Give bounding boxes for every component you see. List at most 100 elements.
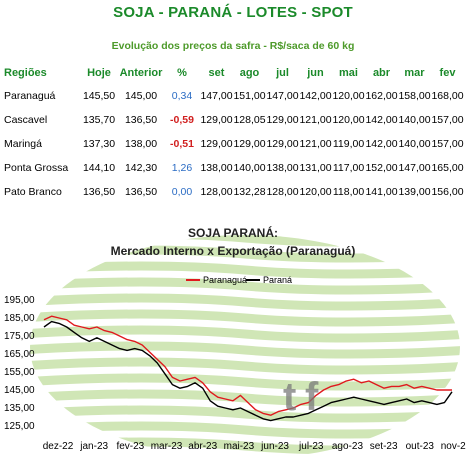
price-ago: 140,00 bbox=[233, 162, 266, 174]
legend-label-parana: Paraná bbox=[263, 275, 292, 285]
col-header-mar: mar bbox=[404, 67, 425, 79]
price-anterior: 142,30 bbox=[124, 162, 158, 174]
y-tick-label: 125,00 bbox=[4, 421, 35, 432]
col-header-jul: jul bbox=[276, 67, 289, 79]
series-line-parana bbox=[43, 320, 453, 422]
col-header-abr: abr bbox=[372, 67, 391, 79]
x-tick-label: set-23 bbox=[370, 441, 398, 452]
price-jun: 142,00 bbox=[299, 90, 332, 102]
x-axis: dez-22 jan-23 fev-23 mar-23 abr-23 mai-23 jun-… bbox=[43, 441, 466, 452]
price-anterior: 138,00 bbox=[124, 138, 158, 150]
price-mar: 139,00 bbox=[398, 186, 431, 198]
price-jul: 129,00 bbox=[266, 138, 299, 150]
price-ago: 128,05 bbox=[233, 114, 266, 126]
x-tick-label: jul-23 bbox=[298, 441, 324, 452]
price-mar: 158,00 bbox=[398, 90, 431, 102]
price-jun: 121,00 bbox=[299, 114, 332, 126]
price-hoje: 145,50 bbox=[82, 90, 116, 102]
price-set: 138,00 bbox=[200, 162, 233, 174]
col-header-jun: jun bbox=[307, 67, 324, 79]
col-header-regioes: Regiões bbox=[4, 67, 47, 79]
x-tick-label: fev-23 bbox=[116, 441, 144, 452]
watermark-letter-f: f bbox=[305, 375, 319, 419]
table-row: Pato Branco 136,50 136,50 0,00 128,00 13… bbox=[2, 180, 464, 204]
price-fev: 168,00 bbox=[431, 90, 464, 102]
price-jun: 131,00 bbox=[299, 162, 332, 174]
price-jul: 147,00 bbox=[266, 90, 299, 102]
price-anterior: 136,50 bbox=[124, 186, 158, 198]
y-tick-label: 145,00 bbox=[4, 385, 35, 396]
x-tick-label: abr-23 bbox=[188, 441, 217, 452]
watermark-logo: t f bbox=[283, 375, 319, 419]
y-tick-label: 155,00 bbox=[4, 367, 35, 378]
col-header-mai: mai bbox=[339, 67, 358, 79]
table-row: Ponta Grossa 144,10 142,30 1,26 138,00 1… bbox=[2, 156, 464, 180]
price-ago: 132,28 bbox=[233, 186, 266, 198]
price-fev: 165,00 bbox=[431, 162, 464, 174]
price-table: Regiões Hoje Anterior % set ago jul jun … bbox=[2, 62, 464, 204]
price-jul: 129,00 bbox=[266, 114, 299, 126]
price-abr: 142,00 bbox=[365, 138, 398, 150]
price-change-pct: 0,34 bbox=[171, 90, 193, 102]
price-set: 147,00 bbox=[200, 90, 233, 102]
x-tick-label: out-23 bbox=[406, 441, 435, 452]
background-stripe bbox=[30, 373, 460, 391]
col-header-fev: fev bbox=[439, 67, 456, 79]
col-header-pct: % bbox=[177, 67, 187, 79]
price-ago: 151,00 bbox=[233, 90, 266, 102]
price-mar: 147,00 bbox=[398, 162, 431, 174]
y-axis: 195,00 185,00 175,00 165,00 155,00 145,00 135,… bbox=[4, 295, 35, 432]
price-hoje: 135,70 bbox=[82, 114, 116, 126]
background-stripe bbox=[30, 261, 460, 279]
x-tick-label: mar-23 bbox=[151, 441, 183, 452]
price-jun: 121,00 bbox=[299, 138, 332, 150]
chart-background bbox=[30, 235, 460, 455]
price-anterior: 136,50 bbox=[124, 114, 158, 126]
region-name: Cascavel bbox=[4, 114, 48, 126]
price-mar: 140,00 bbox=[398, 114, 431, 126]
col-header-anterior: Anterior bbox=[119, 67, 163, 79]
x-tick-label: mai-23 bbox=[224, 441, 255, 452]
region-name: Ponta Grossa bbox=[4, 162, 69, 174]
price-mai: 120,00 bbox=[332, 90, 365, 102]
x-tick-label: jun-23 bbox=[260, 441, 289, 452]
price-fev: 156,00 bbox=[431, 186, 464, 198]
x-tick-label: dez-22 bbox=[43, 441, 74, 452]
price-abr: 141,00 bbox=[365, 186, 398, 198]
background-stripe bbox=[30, 325, 460, 343]
price-jul: 128,00 bbox=[266, 186, 299, 198]
price-mai: 118,00 bbox=[332, 186, 365, 198]
price-jun: 120,00 bbox=[299, 186, 332, 198]
price-hoje: 137,30 bbox=[82, 138, 116, 150]
page-title: SOJA - PARANÁ - LOTES - SPOT bbox=[113, 4, 353, 21]
chart-series bbox=[43, 315, 453, 422]
price-change-pct: -0,59 bbox=[170, 114, 194, 126]
background-stripe bbox=[30, 357, 460, 375]
price-chart: SOJA PARANÁ: Mercado Interno x Exportaçã… bbox=[4, 225, 466, 455]
price-jul: 138,00 bbox=[266, 162, 299, 174]
chart-subtitle: Mercado Interno x Exportação (Paranaguá) bbox=[111, 244, 356, 258]
price-abr: 142,00 bbox=[365, 114, 398, 126]
background-stripe bbox=[30, 293, 460, 311]
price-hoje: 136,50 bbox=[82, 186, 116, 198]
x-tick-label: jan-23 bbox=[79, 441, 108, 452]
price-fev: 157,00 bbox=[431, 114, 464, 126]
region-name: Maringá bbox=[4, 138, 42, 150]
table-row: Maringá 137,30 138,00 -0,51 129,00 129,0… bbox=[2, 132, 464, 156]
chart-legend: Paranaguá Paraná bbox=[186, 275, 292, 285]
price-set: 129,00 bbox=[200, 138, 233, 150]
price-mai: 120,00 bbox=[332, 114, 365, 126]
price-change-pct: 1,26 bbox=[171, 162, 193, 174]
y-tick-label: 175,00 bbox=[4, 331, 35, 342]
background-stripe bbox=[30, 341, 460, 359]
table-row: Cascavel 135,70 136,50 -0,59 129,00 128,… bbox=[2, 108, 464, 132]
region-name: Paranaguá bbox=[4, 90, 56, 102]
price-ago: 129,00 bbox=[233, 138, 266, 150]
chart-title: SOJA PARANÁ: bbox=[188, 225, 278, 240]
background-stripe bbox=[30, 421, 460, 439]
watermark-letter-t: t bbox=[283, 375, 296, 419]
table-header-row: Regiões Hoje Anterior % set ago jul jun … bbox=[2, 62, 464, 84]
x-tick-label: ago-23 bbox=[332, 441, 364, 452]
y-tick-label: 135,00 bbox=[4, 403, 35, 414]
